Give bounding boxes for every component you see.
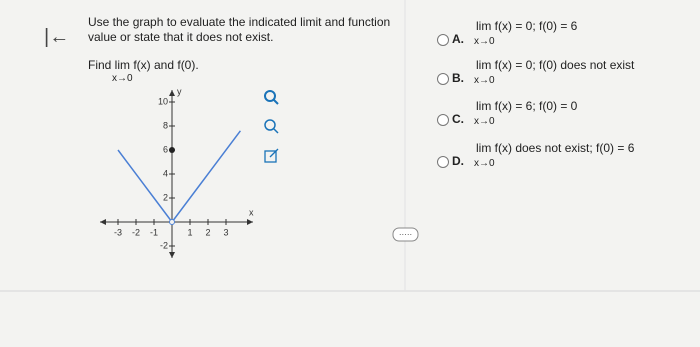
x-axis-label: x (249, 207, 254, 217)
x-tick-label: 1 (187, 227, 192, 237)
radio[interactable] (437, 114, 449, 126)
option-letter: C. (452, 112, 464, 126)
arrow (100, 90, 253, 258)
graph-line (171, 130, 241, 223)
y-tick-label: -2 (160, 240, 168, 250)
back-button[interactable]: |← (44, 26, 70, 48)
option-text[interactable]: lim f(x) = 6; f(0) = 0 (476, 99, 578, 113)
question-line: Use the graph to evaluate the indicated … (88, 15, 391, 29)
find-sub: x→0 (112, 73, 133, 84)
radio[interactable] (437, 34, 449, 46)
radio[interactable] (437, 156, 449, 168)
zoom-out[interactable] (264, 119, 279, 134)
filled-point (169, 147, 175, 153)
option-sub: x→0 (474, 36, 495, 47)
y-tick-label: 6 (163, 144, 168, 154)
x-tick-label: 2 (205, 227, 210, 237)
x-tick-label: -3 (114, 227, 122, 237)
y-tick-label: 4 (163, 168, 168, 178)
zoom-in[interactable] (264, 90, 279, 105)
option-sub: x→0 (474, 158, 495, 169)
option-sub: x→0 (474, 116, 495, 127)
x-tick-label: -1 (150, 227, 158, 237)
option-sub: x→0 (474, 75, 495, 86)
y-axis-label: y (177, 86, 182, 96)
option-letter: B. (452, 71, 464, 85)
open-point (169, 219, 175, 225)
x-tick-label: 3 (223, 227, 228, 237)
open-external[interactable] (264, 148, 279, 163)
x-tick-label: -2 (132, 227, 140, 237)
graph-line (117, 149, 173, 223)
expand-handle[interactable] (392, 227, 419, 242)
option-text[interactable]: lim f(x) does not exist; f(0) = 6 (476, 141, 635, 155)
option-text[interactable]: lim f(x) = 0; f(0) does not exist (476, 58, 635, 72)
radio[interactable] (437, 73, 449, 85)
option-text[interactable]: lim f(x) = 0; f(0) = 6 (476, 19, 578, 33)
option-letter: D. (452, 154, 464, 168)
handle-dots: ····· (399, 230, 412, 239)
y-tick-label: 8 (163, 120, 168, 130)
y-tick-label: 10 (158, 96, 168, 106)
option-letter: A. (452, 32, 464, 46)
question-line: value or state that it does not exist. (88, 30, 274, 44)
find-text: Find lim f(x) and f(0). (88, 58, 199, 72)
y-tick-label: 2 (163, 192, 168, 202)
